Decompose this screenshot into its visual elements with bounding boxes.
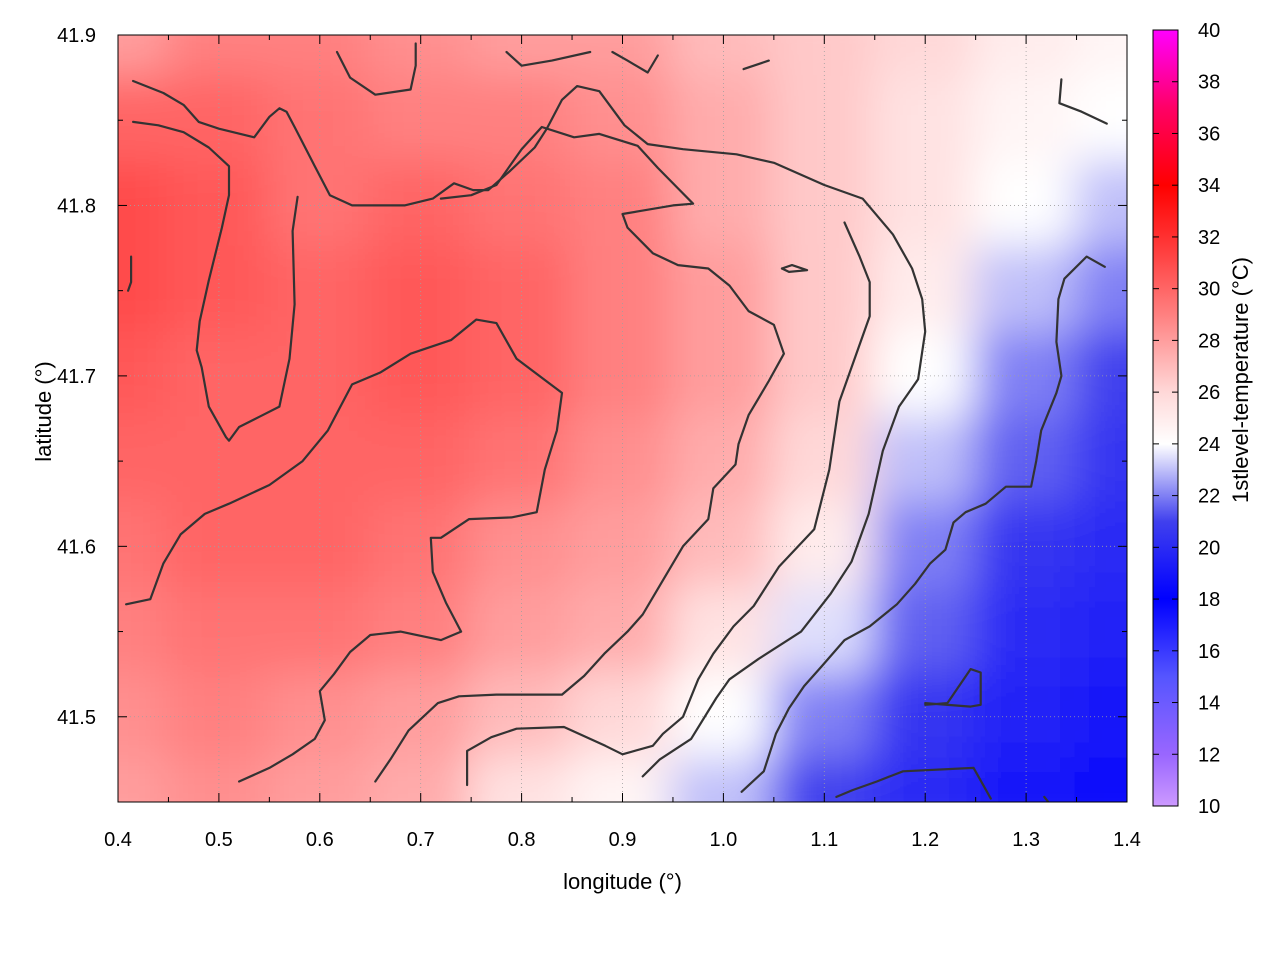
x-tick-label: 0.8 (508, 829, 536, 851)
heatmap-cell (771, 246, 877, 336)
heatmap-cell (118, 757, 171, 802)
heatmap-cell (267, 672, 373, 762)
colorbar-scale (1152, 29, 1179, 807)
heatmap-cell (570, 246, 675, 336)
heatmap-cell (872, 160, 978, 251)
heatmap-cell (872, 416, 978, 506)
colorbar-tick-label: 10 (1198, 796, 1220, 818)
colorbar-tick-label: 24 (1198, 434, 1220, 456)
x-tick-label: 0.5 (205, 829, 233, 851)
contour-line (132, 79, 927, 778)
contour-lines (125, 42, 1108, 802)
x-tick-label: 1.1 (810, 829, 838, 851)
colorbar-tick-label: 40 (1198, 20, 1220, 42)
contour-line (125, 318, 564, 783)
x-tick-label: 1.2 (911, 829, 939, 851)
heatmap-cell (771, 501, 877, 591)
contour-line (1058, 78, 1108, 125)
heatmap-cell (670, 416, 776, 506)
colorbar-tick-label: 30 (1198, 279, 1220, 301)
heatmap-cell (872, 75, 978, 165)
y-tick-label: 41.9 (57, 25, 96, 47)
y-tick-label: 41.6 (57, 536, 96, 558)
heatmap-cell (670, 246, 776, 336)
heatmap-cell (267, 246, 373, 336)
heatmap-cell (771, 75, 877, 165)
colorbar-tick-label: 36 (1198, 123, 1220, 145)
x-tick-label: 1.0 (709, 829, 737, 851)
y-tick-label: 41.7 (57, 366, 96, 388)
y-axis-title: latitude (°) (31, 361, 56, 462)
colorbar-tick-label: 26 (1198, 382, 1220, 404)
x-tick-label: 1.4 (1113, 829, 1141, 851)
heatmap-cell (1074, 35, 1127, 80)
heatmap-cell (368, 501, 474, 591)
heatmap-cell (118, 416, 171, 506)
colorbar-tick-label: 28 (1198, 330, 1220, 352)
heatmap-cell (1074, 416, 1127, 506)
heatmap-cell (1074, 757, 1127, 802)
contour-line (740, 255, 1106, 793)
heatmap-cell (118, 35, 171, 80)
heatmap-cell (771, 672, 877, 762)
heatmap-cell (368, 672, 474, 762)
heatmap-cell (267, 416, 373, 506)
contour-line (127, 255, 133, 292)
colorbar-tick-label: 20 (1198, 537, 1220, 559)
y-tick-label: 41.5 (57, 707, 96, 729)
heatmap-cell (368, 416, 474, 506)
colorbar-tick-label: 38 (1198, 72, 1220, 94)
contour-line (335, 42, 417, 96)
colorbar-tick-label: 18 (1198, 589, 1220, 611)
colorbar-tick-label: 32 (1198, 227, 1220, 249)
heatmap-cell (469, 416, 575, 506)
colorbar-tick-label: 16 (1198, 641, 1220, 663)
x-axis-ticks: 0.4 0.5 0.6 0.7 0.8 0.9 1.0 1.1 1.2 1.3 1.4 (104, 35, 1141, 851)
heatmap-cell (771, 160, 877, 251)
heatmap-cell (872, 672, 978, 762)
contour-line (374, 125, 785, 783)
contour-line (742, 59, 770, 71)
heatmap-cell (118, 586, 171, 677)
colorbar-tick-label: 14 (1198, 693, 1220, 715)
contour-line (132, 120, 299, 442)
colorbar-tick-label: 12 (1198, 744, 1220, 766)
contour-line (1043, 795, 1050, 802)
heatmap-cell (368, 75, 474, 165)
x-tick-label: 0.4 (104, 829, 132, 851)
x-tick-label: 0.7 (407, 829, 435, 851)
heatmap-cell (570, 75, 675, 165)
heatmap-cell (166, 246, 272, 336)
colorbar: 10 12 14 16 18 20 22 24 26 28 30 32 34 36 38 40 1stleve… (1152, 20, 1253, 818)
contour-line (835, 766, 992, 800)
x-tick-label: 0.9 (609, 829, 637, 851)
colorbar-ticks: 10 12 14 16 18 20 22 24 26 28 30 32 34 36 38 40 (1153, 20, 1220, 818)
plot-area: 0.4 0.5 0.6 0.7 0.8 0.9 1.0 1.1 1.2 1.3 1.4 41.541… (57, 25, 1141, 851)
heatmap-cell (973, 416, 1079, 506)
x-axis-title: longitude (°) (563, 869, 682, 894)
y-axis-ticks: 41.5 41.6 41.7 41.8 41.9 (57, 25, 1127, 729)
heatmap-cell (1074, 586, 1127, 677)
heatmap-cell (570, 416, 675, 506)
contour-line (505, 50, 592, 67)
x-tick-label: 1.3 (1012, 829, 1040, 851)
contour-line (780, 264, 809, 273)
colorbar-tick-label: 22 (1198, 486, 1220, 508)
y-tick-label: 41.8 (57, 195, 96, 217)
heatmap-cell (267, 75, 373, 165)
colorbar-title: 1stlevel-temperature (°C) (1228, 257, 1253, 503)
x-tick-label: 0.6 (306, 829, 334, 851)
contour-line (611, 50, 659, 74)
heatmap-cell (368, 246, 474, 336)
heatmap-cell (118, 246, 171, 336)
heatmap-cell (166, 75, 272, 165)
contour-line (924, 668, 982, 708)
heatmap-cell (118, 75, 171, 165)
colorbar-tick-label: 34 (1198, 175, 1220, 197)
contour-line (466, 221, 871, 787)
